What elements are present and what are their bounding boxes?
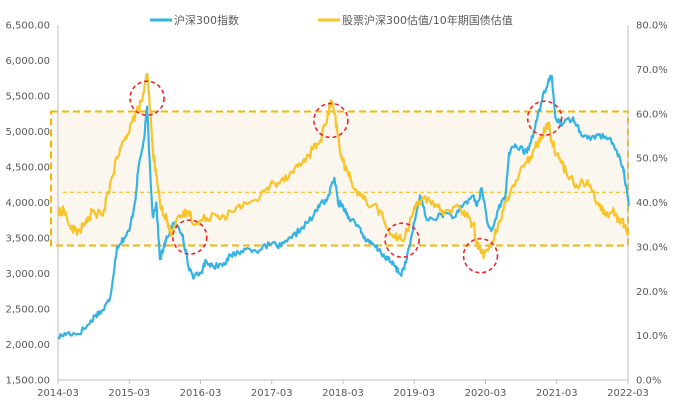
x-tick-label: 2017-03 xyxy=(251,388,293,399)
series-line-valuation-ratio xyxy=(57,72,630,260)
valuation-band xyxy=(50,110,629,247)
y-right-tick-label: 80.0% xyxy=(636,21,668,32)
y-left-tick-label: 1,500.00 xyxy=(5,376,50,387)
series-layer xyxy=(57,72,630,340)
legend-label-valuation-ratio: 股票沪深300估值/10年期国债估值 xyxy=(342,13,513,27)
y-right-tick-label: 50.0% xyxy=(636,154,668,165)
y-left-tick-label: 4,000.00 xyxy=(5,198,50,209)
y-left-tick-label: 3,500.00 xyxy=(5,234,50,245)
x-tick-label: 2015-03 xyxy=(108,388,150,399)
y-right-tick-label: 30.0% xyxy=(636,242,668,253)
highlight-circle xyxy=(462,237,499,274)
y-left-tick-label: 5,500.00 xyxy=(5,92,50,103)
y-left-tick-label: 3,000.00 xyxy=(5,269,50,280)
x-tick-label: 2021-03 xyxy=(536,388,578,399)
y-right-tick-label: 40.0% xyxy=(636,198,668,209)
x-tick-label: 2020-03 xyxy=(465,388,507,399)
x-tick-label: 2018-03 xyxy=(322,388,364,399)
y-right-tick-label: 0.0% xyxy=(636,376,661,387)
y-right-tick-label: 20.0% xyxy=(636,287,668,298)
highlight-circle xyxy=(526,100,563,136)
y-left-tick-label: 4,500.00 xyxy=(5,163,50,174)
highlight-circle xyxy=(172,219,208,255)
y-left-tick-label: 6,500.00 xyxy=(5,21,50,32)
highlight-circles-layer xyxy=(129,80,563,274)
y-left-tick-label: 5,000.00 xyxy=(5,127,50,138)
x-tick-label: 2022-03 xyxy=(607,388,649,399)
highlight-circle xyxy=(129,80,165,117)
y-left-tick-label: 6,000.00 xyxy=(5,56,50,67)
y-right-tick-label: 10.0% xyxy=(636,331,668,342)
valuation-band-layer xyxy=(50,110,629,247)
highlight-circle xyxy=(313,102,349,139)
highlight-circle xyxy=(384,222,420,259)
x-tick-label: 2019-03 xyxy=(393,388,435,399)
legend-label-hs300: 沪深300指数 xyxy=(174,13,239,27)
legend: 沪深300指数 股票沪深300估值/10年期国债估值 xyxy=(150,13,513,27)
y-left-tick-label: 2,500.00 xyxy=(5,305,50,316)
y-right-tick-label: 70.0% xyxy=(636,65,668,76)
x-tick-label: 2016-03 xyxy=(180,388,222,399)
x-tick-label: 2014-03 xyxy=(37,388,79,399)
axes-layer: 1,500.00 2,000.00 2,500.00 3,000.00 3,500.00… xyxy=(5,21,667,400)
y-left-tick-label: 2,000.00 xyxy=(5,340,50,351)
y-right-tick-label: 60.0% xyxy=(636,109,668,120)
series-line-hs300 xyxy=(57,74,630,340)
